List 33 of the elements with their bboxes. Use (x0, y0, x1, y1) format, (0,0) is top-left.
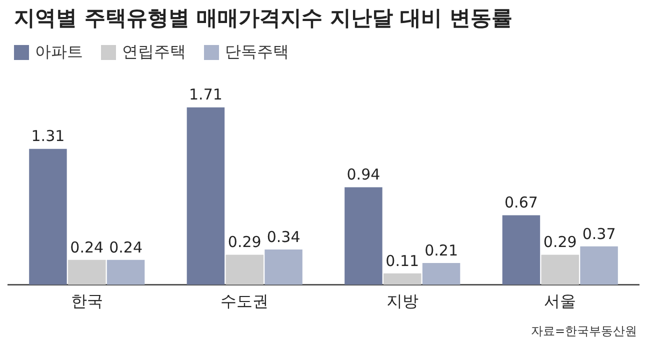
bar (541, 254, 579, 285)
bar (226, 254, 264, 285)
bar (580, 246, 618, 285)
legend-label: 아파트 (35, 42, 83, 63)
data-label: 0.24 (70, 238, 104, 256)
bar (106, 260, 145, 285)
bar (422, 263, 460, 285)
data-label: 0.21 (424, 241, 458, 260)
x-tick-label: 한국 (70, 292, 103, 311)
data-label: 0.29 (543, 233, 577, 252)
bar (344, 187, 382, 285)
bar (186, 107, 225, 285)
legend-label: 연립주택 (122, 42, 186, 63)
data-label: 0.24 (109, 238, 142, 256)
bar (29, 148, 67, 285)
bar (384, 273, 422, 285)
chart-title: 지역별 주택유형별 매매가격지수 지난달 대비 변동률 (14, 5, 513, 32)
data-label: 0.29 (228, 233, 262, 252)
data-label: 0.11 (386, 252, 420, 270)
data-label: 1.71 (189, 86, 222, 104)
data-label: 0.37 (582, 224, 616, 243)
bar (264, 250, 302, 285)
x-tick-label: 수도권 (220, 292, 269, 311)
data-label: 0.94 (346, 166, 380, 184)
text: 자료=한국부동산원 (530, 323, 637, 340)
legend-label: 단독주택 (225, 42, 289, 63)
bar (68, 260, 106, 285)
bar (502, 215, 540, 285)
x-tick-label: 서울 (544, 292, 576, 311)
data-label: 0.67 (504, 194, 538, 212)
data-label: 0.34 (266, 228, 300, 246)
data-label: 1.31 (31, 127, 65, 146)
x-tick-label: 지방 (386, 292, 418, 311)
